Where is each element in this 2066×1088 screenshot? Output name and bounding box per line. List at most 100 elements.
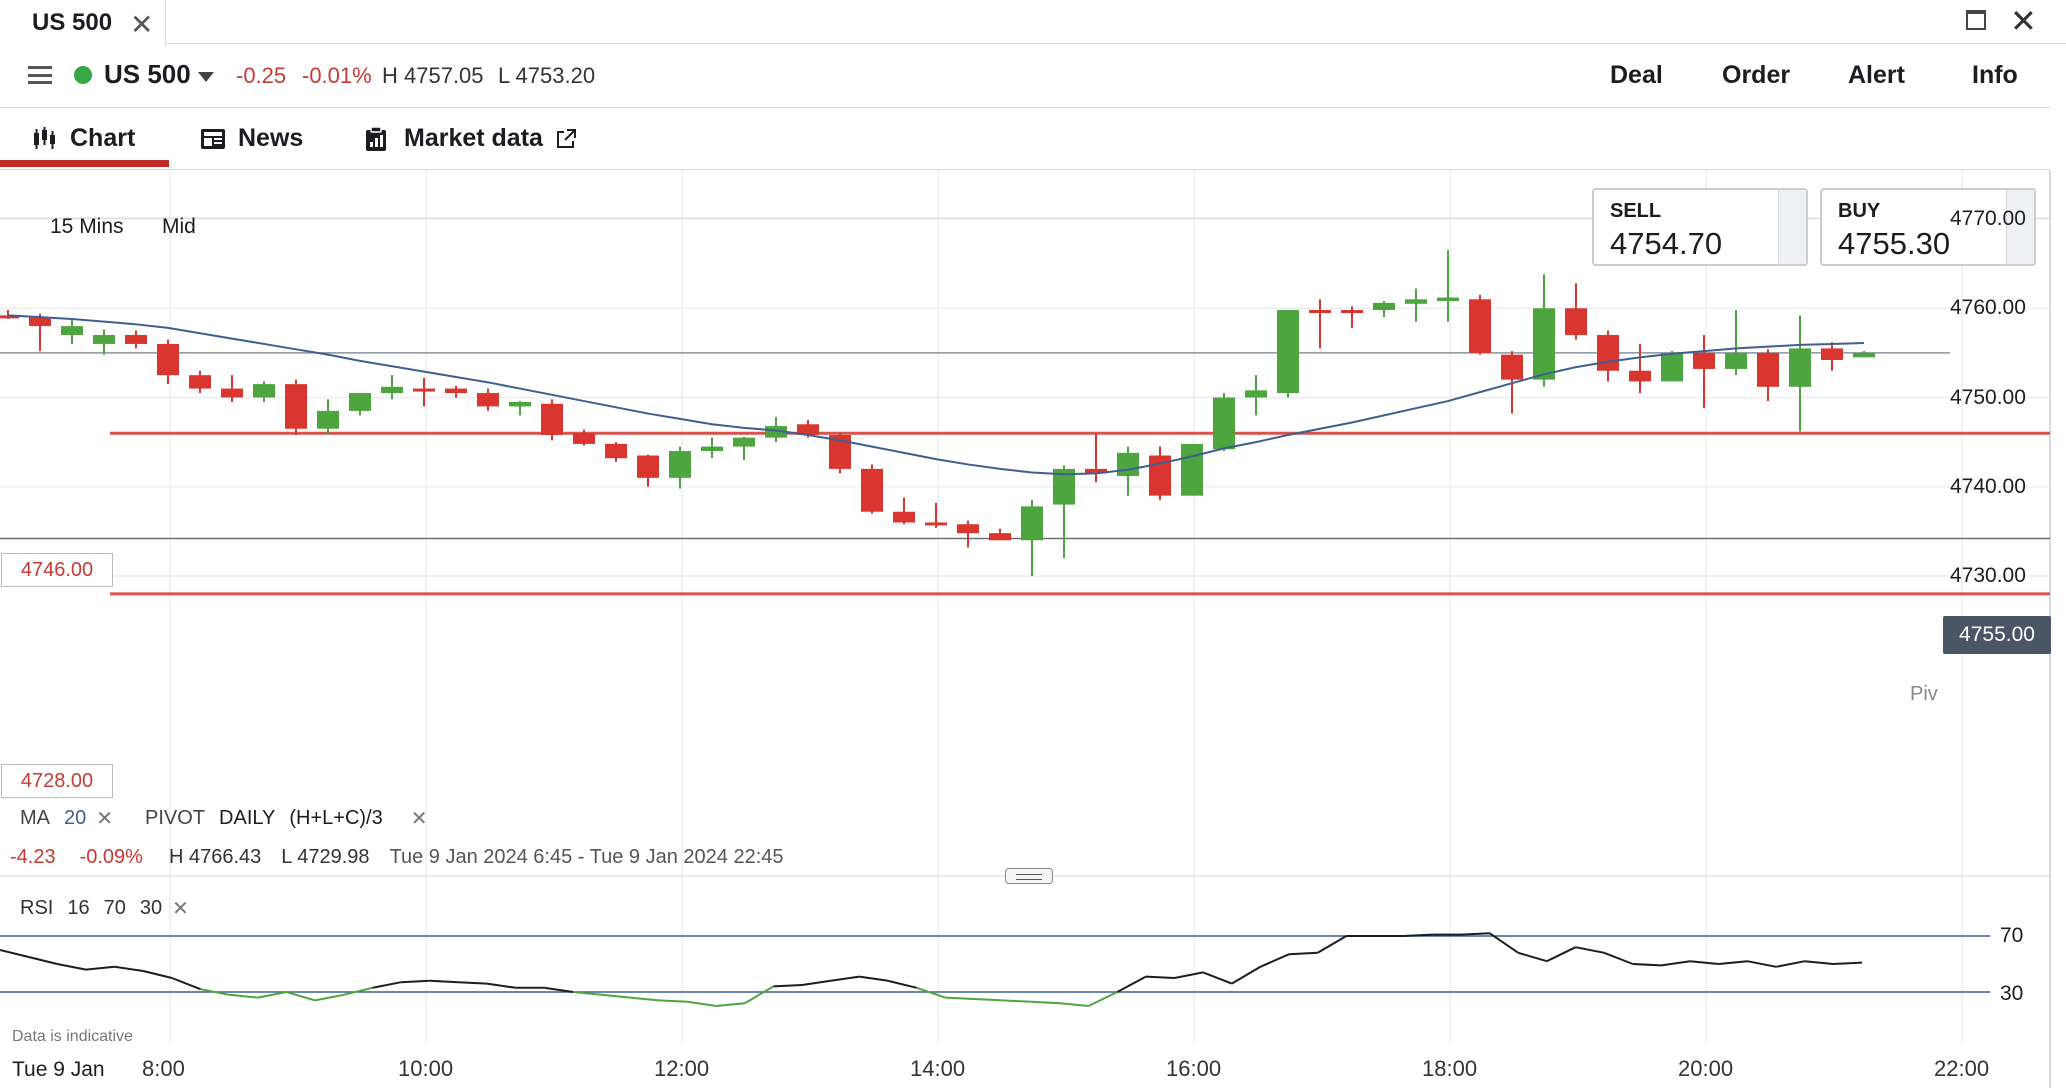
alert-button[interactable]: Alert (1848, 61, 1905, 89)
buy-button[interactable]: BUY 4755.30 (1820, 188, 2036, 266)
rsi-line-segment (1632, 963, 1662, 967)
candle-down (445, 388, 467, 394)
rsi-line-segment (1059, 1002, 1089, 1007)
rsi-line-segment (916, 986, 946, 999)
price-type-selector[interactable]: Mid (162, 215, 196, 238)
candle-down (861, 468, 883, 512)
candle-down (157, 343, 179, 376)
rsi-line-segment (458, 981, 488, 985)
rsi-line-segment (887, 979, 917, 989)
timeframe-selector[interactable]: 15 Mins (50, 215, 124, 238)
candle-down (189, 375, 211, 389)
candle-down (477, 393, 499, 407)
price-axis-label: 4730.00 (1950, 564, 2026, 587)
order-button[interactable]: Order (1722, 61, 1791, 89)
rsi-line-segment (1661, 960, 1691, 967)
rsi-line-segment (1202, 971, 1233, 985)
candle-up (1789, 348, 1811, 387)
pivot-period[interactable]: DAILY (219, 807, 276, 829)
range-change: -4.23 (10, 846, 56, 868)
rsi-lower-setting[interactable]: 30 (139, 897, 163, 919)
sell-button[interactable]: SELL 4754.70 (1592, 188, 1808, 266)
level-tag-lower[interactable]: 4728.00 (1, 764, 113, 798)
rsi-line-segment (57, 963, 87, 971)
deal-button[interactable]: Deal (1610, 61, 1663, 89)
window-close-icon[interactable]: ✕ (2010, 3, 2037, 39)
external-link-icon (556, 128, 576, 148)
time-axis-label: 16:00 (1166, 1056, 1222, 1081)
rsi-upper-setting[interactable]: 70 (103, 897, 126, 919)
candle-down (925, 522, 947, 526)
candle-up (1853, 352, 1875, 358)
pivot-formula[interactable]: (H+L+C)/3 (289, 807, 383, 829)
time-axis-label: 20:00 (1678, 1056, 1734, 1081)
rsi-line-segment (1116, 975, 1147, 993)
ma-label: MA (20, 807, 50, 829)
current-price-tag: 4755.00 (1943, 616, 2051, 654)
time-axis-label: 22:00 (1934, 1056, 1990, 1081)
session-low: L 4753.20 (498, 63, 596, 88)
rsi-line-segment (973, 998, 1003, 1002)
time-axis-label: 18:00 (1422, 1056, 1478, 1081)
price-chart[interactable] (0, 170, 2066, 1088)
candle-down (1597, 335, 1619, 371)
rsi-line-segment (630, 996, 659, 1002)
remove-pivot-icon[interactable]: ✕ (410, 808, 428, 830)
rsi-line-segment (1690, 960, 1719, 965)
rsi-line-segment (801, 979, 831, 986)
rsi-line-segment (372, 981, 402, 989)
clipboard-icon (366, 125, 386, 151)
maximize-icon[interactable] (1966, 10, 1986, 30)
candle-up (1021, 506, 1043, 541)
remove-rsi-icon[interactable]: ✕ (172, 898, 189, 920)
sell-price: 4754.70 (1610, 226, 1723, 261)
candle-up (765, 426, 787, 438)
chevron-down-icon[interactable] (198, 72, 214, 82)
tab-news[interactable]: News (200, 124, 303, 153)
rsi-line-segment (1804, 960, 1834, 965)
rsi-line-segment (601, 993, 631, 999)
candle-up (1277, 310, 1299, 394)
candle-up (1373, 302, 1395, 311)
pane-resize-handle[interactable] (1005, 868, 1053, 884)
candle-up (1181, 443, 1203, 496)
tab-close-icon[interactable]: ✕ (130, 9, 154, 40)
candle-up (509, 401, 531, 407)
candle-up (1437, 297, 1459, 302)
tab-market-data[interactable]: Market data (364, 124, 577, 153)
market-status-dot (74, 66, 92, 84)
ma-period[interactable]: 20 (64, 807, 87, 829)
window-tab[interactable]: US 500 (0, 0, 166, 45)
range-dates: Tue 9 Jan 2024 6:45 - Tue 9 Jan 2024 22:… (389, 846, 784, 868)
rsi-line-segment (1031, 1000, 1060, 1005)
pivot-indicator-label: PIVOT (145, 807, 206, 829)
hamburger-menu-icon[interactable] (28, 66, 52, 84)
candle-down (797, 424, 819, 435)
moving-average-line (7, 314, 1865, 476)
rsi-line-segment (1603, 951, 1634, 965)
rsi-period[interactable]: 16 (67, 897, 90, 919)
indicator-legend: MA 20 ✕ PIVOT DAILY (H+L+C)/3 ✕ (20, 806, 428, 831)
active-tab-indicator (0, 160, 169, 167)
rsi-line-segment (1403, 933, 1433, 937)
tab-chart[interactable]: Chart (32, 124, 135, 153)
chart-area[interactable]: 15 Mins Mid SELL 4754.70 BUY 4755.30 477… (0, 170, 2051, 1088)
buy-price: 4755.30 (1838, 226, 1951, 261)
range-change-percent: -0.09% (79, 846, 143, 868)
price-change-percent: -0.01% (302, 63, 372, 88)
candle-down (413, 388, 435, 392)
remove-ma-icon[interactable]: ✕ (96, 808, 114, 830)
window-tab-title: US 500 (32, 8, 113, 36)
price-axis-label: 4770.00 (1950, 207, 2026, 230)
axis-date-label: Tue 9 Jan (12, 1058, 105, 1081)
rsi-line-segment (716, 1002, 745, 1007)
candle-down (221, 388, 243, 398)
rsi-line-segment (343, 986, 373, 996)
candle-down (541, 403, 563, 435)
rsi-line-segment (830, 975, 860, 982)
info-button[interactable]: Info (1972, 61, 2018, 89)
instrument-name[interactable]: US 500 (104, 59, 191, 89)
level-tag-upper[interactable]: 4746.00 (1, 553, 113, 587)
range-low: L 4729.98 (281, 846, 370, 868)
candle-down (125, 335, 147, 344)
